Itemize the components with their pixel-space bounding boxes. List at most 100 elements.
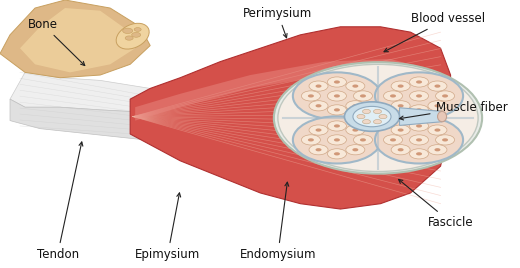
Polygon shape — [130, 27, 450, 209]
Text: Blood vessel: Blood vessel — [384, 12, 485, 52]
Circle shape — [309, 145, 328, 155]
Circle shape — [344, 102, 399, 131]
Circle shape — [391, 125, 410, 135]
Ellipse shape — [123, 28, 133, 34]
Text: Fascicle: Fascicle — [399, 180, 474, 229]
Circle shape — [357, 114, 365, 119]
Circle shape — [353, 106, 391, 127]
Circle shape — [334, 152, 340, 155]
Circle shape — [391, 145, 410, 155]
Circle shape — [334, 94, 340, 98]
Circle shape — [328, 77, 346, 87]
Circle shape — [375, 116, 463, 163]
Text: Endomysium: Endomysium — [240, 182, 316, 261]
Circle shape — [410, 135, 428, 145]
Polygon shape — [135, 59, 410, 121]
Circle shape — [334, 108, 340, 111]
Circle shape — [328, 135, 346, 145]
Circle shape — [293, 72, 381, 120]
Circle shape — [398, 128, 404, 132]
Circle shape — [346, 125, 365, 135]
Circle shape — [373, 120, 382, 124]
Circle shape — [434, 104, 440, 107]
Text: Perimysium: Perimysium — [243, 7, 313, 38]
Circle shape — [346, 145, 365, 155]
Circle shape — [442, 138, 448, 142]
Circle shape — [308, 138, 314, 142]
Circle shape — [416, 80, 422, 84]
Circle shape — [328, 149, 346, 159]
Circle shape — [416, 108, 422, 111]
Circle shape — [362, 109, 370, 114]
Circle shape — [434, 148, 440, 151]
Circle shape — [346, 101, 365, 111]
Circle shape — [316, 84, 321, 88]
Circle shape — [410, 91, 428, 101]
Circle shape — [302, 91, 320, 101]
Circle shape — [383, 135, 402, 145]
Circle shape — [353, 148, 358, 151]
Circle shape — [390, 138, 396, 142]
Circle shape — [390, 94, 396, 98]
Circle shape — [416, 138, 422, 142]
Circle shape — [334, 138, 340, 142]
Polygon shape — [10, 99, 210, 139]
Circle shape — [328, 121, 346, 131]
Circle shape — [334, 124, 340, 128]
Ellipse shape — [116, 23, 149, 49]
Circle shape — [373, 109, 382, 114]
Circle shape — [442, 94, 448, 98]
Circle shape — [410, 149, 428, 159]
Circle shape — [416, 152, 422, 155]
Ellipse shape — [437, 111, 447, 122]
Circle shape — [293, 116, 381, 163]
Circle shape — [354, 135, 372, 145]
Circle shape — [428, 125, 447, 135]
Circle shape — [434, 84, 440, 88]
Circle shape — [346, 81, 365, 91]
Polygon shape — [10, 72, 210, 115]
Circle shape — [434, 128, 440, 132]
Polygon shape — [399, 108, 442, 125]
Polygon shape — [20, 8, 135, 72]
Ellipse shape — [134, 28, 141, 31]
Circle shape — [316, 104, 321, 107]
Text: Muscle fiber: Muscle fiber — [399, 101, 508, 120]
Circle shape — [362, 120, 370, 124]
Circle shape — [302, 135, 320, 145]
Circle shape — [416, 94, 422, 98]
Circle shape — [398, 84, 404, 88]
Circle shape — [410, 121, 428, 131]
Circle shape — [428, 81, 447, 91]
Circle shape — [379, 114, 387, 119]
Circle shape — [308, 94, 314, 98]
Circle shape — [391, 101, 410, 111]
Circle shape — [360, 94, 366, 98]
Circle shape — [410, 77, 428, 87]
Circle shape — [353, 104, 358, 107]
Circle shape — [309, 101, 328, 111]
Circle shape — [398, 148, 404, 151]
Circle shape — [316, 148, 321, 151]
Circle shape — [391, 81, 410, 91]
Circle shape — [410, 105, 428, 115]
Text: Bone: Bone — [28, 18, 85, 66]
Circle shape — [428, 101, 447, 111]
Polygon shape — [0, 0, 150, 78]
Ellipse shape — [132, 32, 141, 37]
Circle shape — [354, 91, 372, 101]
Circle shape — [328, 105, 346, 115]
Circle shape — [436, 135, 454, 145]
Circle shape — [328, 91, 346, 101]
Circle shape — [383, 91, 402, 101]
Circle shape — [316, 128, 321, 132]
Circle shape — [309, 125, 328, 135]
Circle shape — [428, 145, 447, 155]
Circle shape — [353, 84, 358, 88]
Circle shape — [360, 138, 366, 142]
Text: Epimysium: Epimysium — [135, 193, 200, 261]
Circle shape — [398, 104, 404, 107]
Circle shape — [375, 72, 463, 120]
Circle shape — [309, 81, 328, 91]
Circle shape — [274, 62, 482, 174]
